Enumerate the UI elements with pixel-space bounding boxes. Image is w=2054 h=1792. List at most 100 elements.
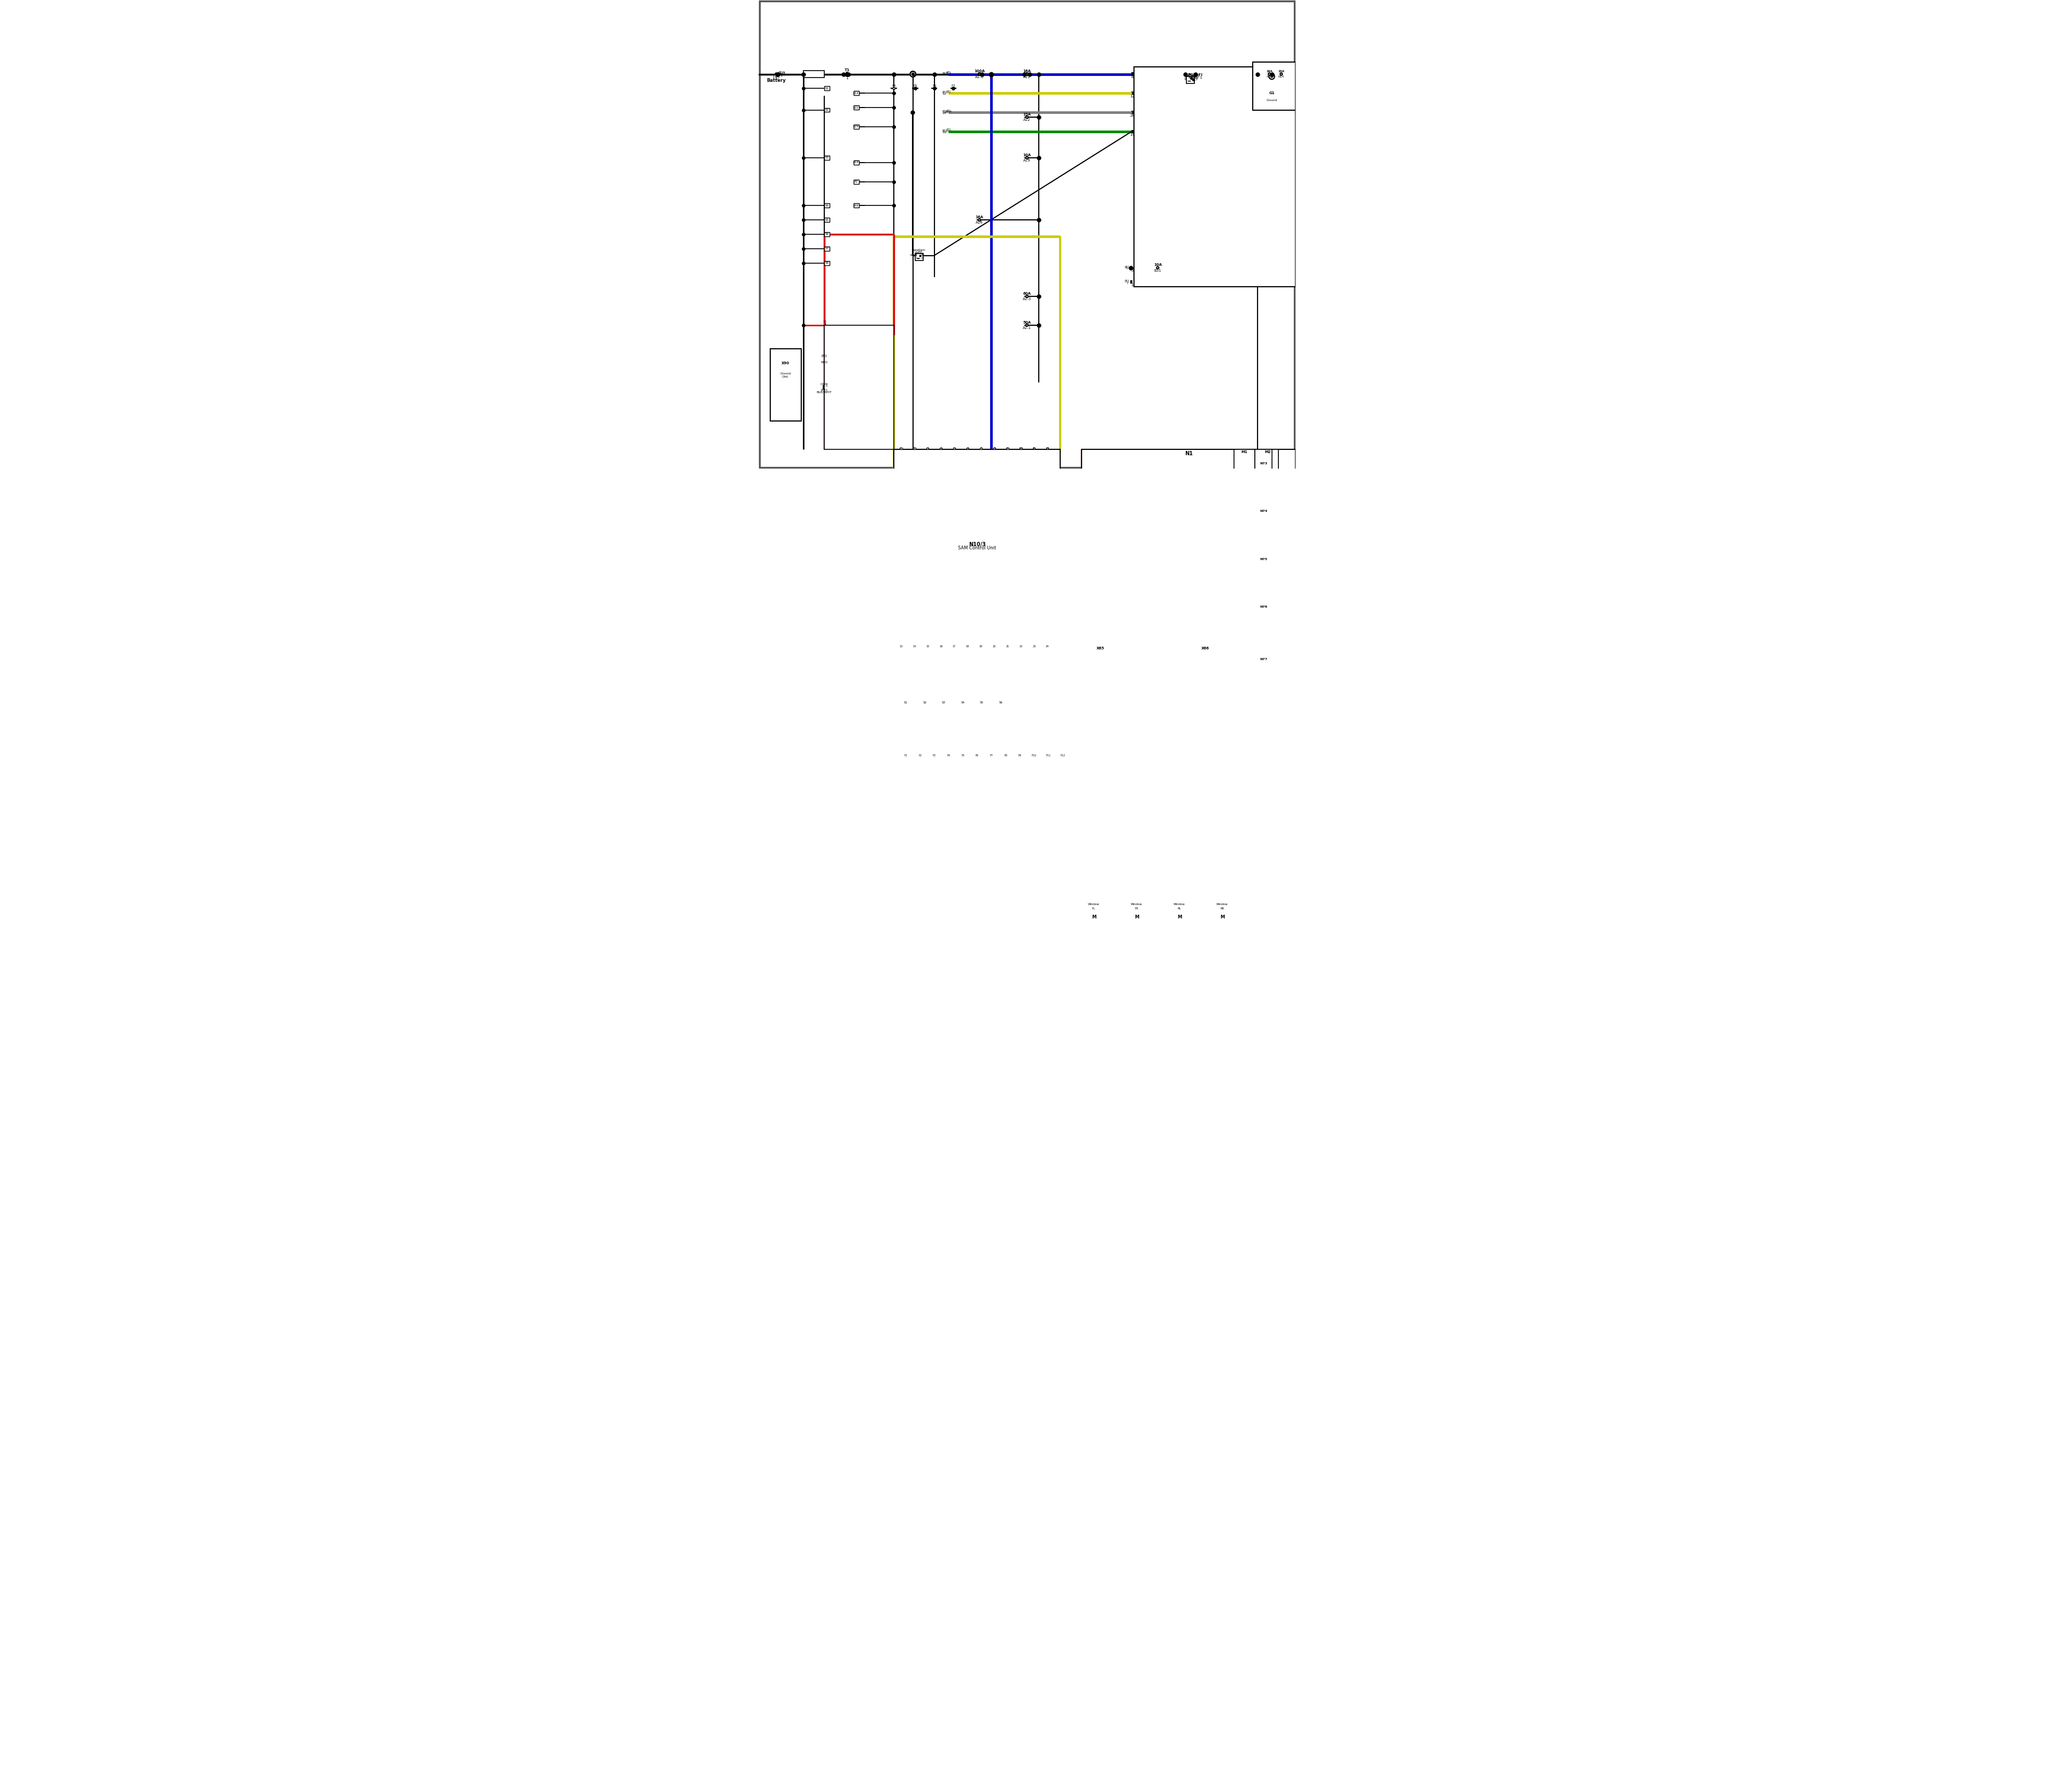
- Circle shape: [1043, 763, 1045, 767]
- Text: 12: 12: [1130, 95, 1134, 99]
- Text: SAM Control Unit: SAM Control Unit: [957, 547, 996, 550]
- Text: 11: 11: [1033, 448, 1035, 450]
- Text: A2-3: A2-3: [1023, 297, 1031, 301]
- Bar: [941, 645, 943, 647]
- Text: M: M: [1220, 914, 1224, 919]
- Text: 21: 21: [1006, 645, 1009, 647]
- Text: T1: T1: [844, 68, 850, 72]
- Text: 22: 22: [1019, 645, 1023, 647]
- Bar: [1253, 63, 1296, 109]
- Bar: [1187, 77, 1195, 84]
- Text: F5: F5: [914, 84, 918, 88]
- Text: 19: 19: [943, 131, 947, 134]
- Circle shape: [1267, 73, 1271, 75]
- Text: [E]: [E]: [947, 90, 951, 93]
- Circle shape: [1177, 914, 1183, 921]
- Text: [E]: [E]: [1126, 280, 1130, 283]
- Text: F4: F4: [891, 84, 896, 88]
- Text: [E]: [E]: [947, 109, 951, 111]
- Circle shape: [943, 717, 945, 719]
- Circle shape: [914, 88, 916, 90]
- Text: 15: 15: [926, 645, 928, 647]
- Text: [EJ]: [EJ]: [822, 355, 828, 358]
- Circle shape: [924, 717, 926, 719]
- Bar: [914, 645, 916, 647]
- Text: Window: Window: [1173, 903, 1185, 905]
- Text: F3: F3: [933, 754, 937, 756]
- Text: 19: 19: [980, 645, 982, 647]
- Text: 12: 12: [1045, 448, 1050, 450]
- Text: [E]: [E]: [947, 72, 951, 73]
- Text: N77: N77: [1259, 658, 1267, 661]
- Bar: [926, 448, 928, 450]
- Circle shape: [1025, 73, 1029, 75]
- Bar: [1045, 448, 1048, 450]
- Text: F5: F5: [961, 754, 965, 756]
- Text: B31: B31: [1154, 269, 1161, 272]
- Text: X90: X90: [781, 362, 789, 366]
- Text: A1-6: A1-6: [976, 75, 984, 79]
- Text: 16A: 16A: [1023, 70, 1031, 73]
- Bar: [1187, 645, 1224, 688]
- Text: 50A: 50A: [1023, 321, 1031, 324]
- Text: 28: 28: [1130, 115, 1134, 116]
- Text: F11: F11: [1045, 754, 1052, 756]
- Text: 17: 17: [953, 645, 955, 647]
- Text: FR: FR: [1134, 907, 1138, 910]
- Text: S3: S3: [826, 156, 828, 159]
- Text: 8: 8: [943, 73, 945, 75]
- Bar: [770, 349, 801, 421]
- Bar: [953, 448, 955, 450]
- Bar: [1167, 900, 1191, 926]
- Circle shape: [1091, 914, 1097, 921]
- Text: 28: 28: [943, 111, 947, 115]
- Circle shape: [1015, 763, 1017, 767]
- Text: M: M: [1134, 914, 1138, 919]
- Text: 16: 16: [939, 645, 943, 647]
- Text: Ground: Ground: [1267, 99, 1278, 102]
- Circle shape: [1025, 296, 1029, 297]
- Bar: [854, 161, 859, 165]
- Circle shape: [961, 717, 963, 719]
- Bar: [980, 448, 982, 450]
- Text: A21: A21: [1267, 75, 1271, 79]
- Bar: [1255, 593, 1271, 622]
- Text: [E]: [E]: [943, 72, 947, 73]
- Bar: [1124, 900, 1148, 926]
- Text: M1: M1: [1241, 450, 1247, 453]
- Circle shape: [972, 763, 974, 767]
- Text: GRN: GRN: [945, 129, 951, 133]
- Text: YEL: YEL: [947, 91, 951, 95]
- Text: A14: A14: [852, 161, 859, 163]
- Text: 60A: 60A: [1023, 292, 1031, 296]
- Circle shape: [1025, 324, 1029, 326]
- Text: 18: 18: [965, 645, 969, 647]
- Bar: [1082, 645, 1119, 688]
- Text: A21: A21: [1023, 75, 1031, 79]
- Text: BLU: BLU: [945, 72, 951, 75]
- Circle shape: [978, 219, 980, 220]
- Bar: [1234, 450, 1255, 487]
- Text: [E]: [E]: [943, 129, 947, 131]
- Text: N76: N76: [1259, 606, 1267, 607]
- Text: S5: S5: [980, 701, 984, 704]
- Circle shape: [1025, 116, 1029, 118]
- Text: Main: Main: [1191, 75, 1200, 77]
- Circle shape: [957, 763, 959, 767]
- Circle shape: [904, 717, 908, 719]
- Text: M: M: [1091, 914, 1097, 919]
- Bar: [992, 645, 996, 647]
- Text: L5: L5: [1185, 73, 1191, 77]
- Text: 10: 10: [1019, 448, 1023, 450]
- Bar: [803, 70, 824, 77]
- Text: F2: F2: [918, 754, 922, 756]
- Bar: [1255, 450, 1271, 477]
- Text: Relay 1: Relay 1: [1189, 75, 1202, 79]
- Bar: [1255, 496, 1271, 525]
- Circle shape: [914, 763, 916, 767]
- Text: S6: S6: [826, 233, 828, 235]
- Text: G1: G1: [1269, 91, 1276, 95]
- Circle shape: [961, 735, 963, 738]
- Text: 1: 1: [774, 77, 778, 81]
- Bar: [916, 253, 922, 260]
